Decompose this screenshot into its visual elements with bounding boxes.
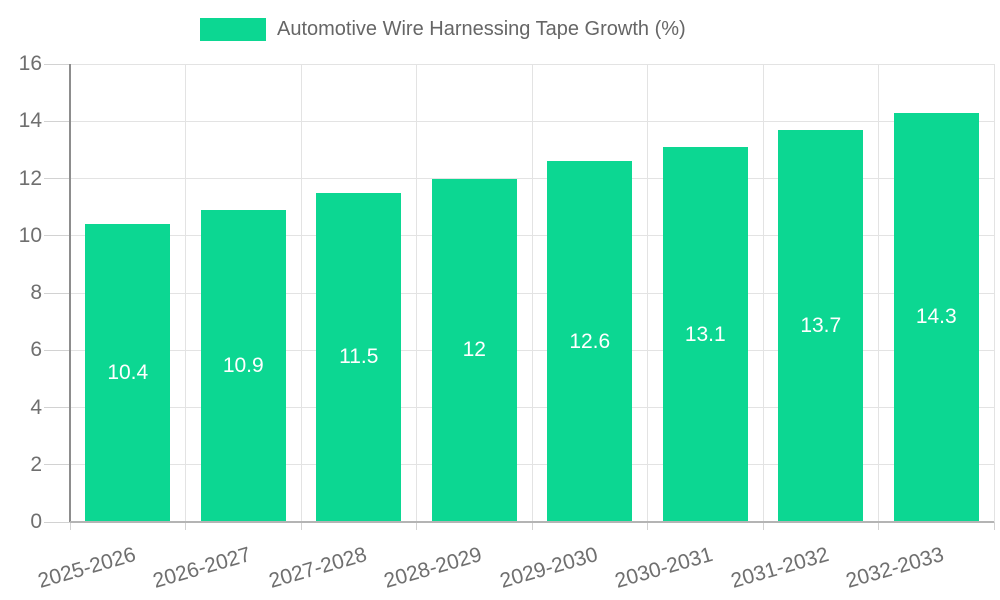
bar — [85, 224, 171, 522]
x-axis-tick-label: 2029-2030 — [497, 543, 601, 593]
y-tick-mark — [44, 349, 70, 351]
y-tick-mark — [44, 120, 70, 122]
v-gridline — [762, 64, 764, 522]
y-tick-mark — [44, 63, 70, 65]
x-axis-tick-label: 2032-2033 — [843, 543, 947, 593]
x-axis-tick-label: 2027-2028 — [266, 543, 370, 593]
y-axis-tick-label: 10 — [18, 223, 42, 247]
legend-swatch — [200, 18, 266, 41]
bar — [893, 112, 979, 522]
bar-value-label: 11.5 — [339, 345, 379, 369]
y-tick-mark — [44, 235, 70, 237]
bar-value-label: 13.7 — [800, 313, 842, 337]
bar-value-label: 13.1 — [684, 322, 726, 346]
bar-value-label: 10.4 — [107, 361, 149, 385]
v-gridline — [531, 64, 533, 522]
x-tick-mark — [416, 522, 417, 530]
x-axis-tick-label: 2028-2029 — [381, 543, 485, 593]
bar-value-label: 12 — [462, 338, 486, 362]
legend: Automotive Wire Harnessing Tape Growth (… — [200, 18, 686, 41]
x-tick-mark — [531, 522, 533, 530]
bar — [316, 192, 402, 522]
y-tick-mark — [44, 407, 70, 408]
v-gridline — [993, 64, 995, 522]
v-gridline — [185, 64, 186, 522]
bar — [662, 147, 748, 522]
x-axis-tick-label: 2026-2027 — [150, 543, 254, 593]
x-axis-tick-label: 2025-2026 — [35, 543, 139, 593]
y-axis-tick-label: 14 — [18, 109, 42, 133]
plot-area: 10.4 10.9 11.5 12 12.6 13.1 13.7 14.3 — [70, 63, 995, 522]
bar-value-label: 12.6 — [569, 329, 611, 353]
bar-value-label: 14.3 — [915, 305, 957, 329]
bar — [431, 178, 517, 522]
x-axis-tick-label: 2031-2032 — [728, 543, 832, 593]
y-tick-mark — [44, 464, 70, 466]
y-tick-mark — [44, 178, 70, 179]
legend-label: Automotive Wire Harnessing Tape Growth (… — [277, 18, 686, 40]
v-gridline — [647, 64, 648, 522]
bar-value-label: 10.9 — [222, 353, 264, 377]
y-axis-tick-label: 0 — [30, 510, 42, 533]
x-tick-mark — [878, 522, 879, 530]
x-tick-mark — [69, 522, 71, 530]
v-gridline — [416, 64, 417, 522]
x-tick-mark — [300, 522, 302, 530]
x-axis-line — [70, 521, 994, 523]
y-axis-line — [69, 64, 71, 522]
y-axis-tick-label: 2 — [30, 452, 42, 476]
y-tick-mark — [44, 292, 70, 294]
y-axis-tick-label: 16 — [18, 52, 42, 75]
bar — [778, 129, 864, 522]
y-axis-tick-label: 12 — [18, 166, 42, 190]
v-gridline — [300, 64, 302, 522]
y-axis-tick-label: 6 — [30, 338, 42, 362]
y-axis-tick-label: 4 — [30, 395, 42, 419]
x-tick-mark — [762, 522, 764, 530]
y-tick-mark — [44, 521, 70, 523]
x-axis-tick-label: 2030-2031 — [612, 543, 716, 593]
v-gridline — [878, 64, 879, 522]
bar — [200, 209, 286, 522]
y-axis-tick-label: 8 — [30, 281, 42, 304]
x-tick-mark — [993, 522, 995, 530]
x-tick-mark — [185, 522, 186, 530]
bar — [547, 161, 633, 522]
x-tick-mark — [647, 522, 648, 530]
